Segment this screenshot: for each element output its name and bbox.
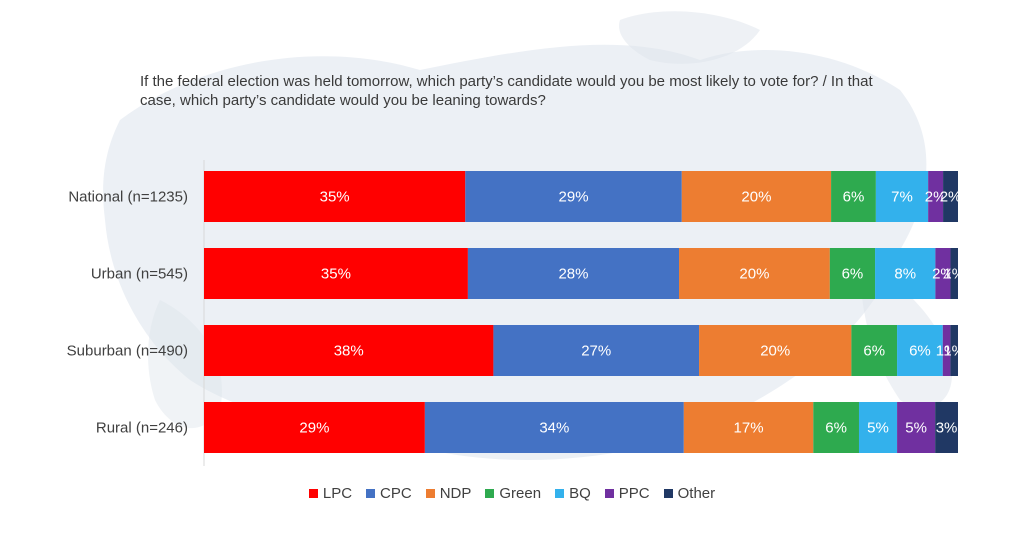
legend-item-cpc: CPC bbox=[366, 485, 412, 502]
bar-segment-ndp bbox=[699, 325, 852, 376]
data-label: 7% bbox=[891, 189, 913, 206]
bar-segment-bq bbox=[875, 248, 936, 299]
bar-segment-bq bbox=[897, 325, 943, 376]
legend-label: CPC bbox=[380, 485, 412, 502]
bar-segment-other bbox=[935, 402, 958, 453]
legend-label: PPC bbox=[618, 485, 650, 502]
legend-item-other: Other bbox=[663, 485, 716, 502]
legend-item-green: Green bbox=[485, 485, 541, 502]
bar-segment-cpc bbox=[465, 171, 682, 222]
data-label: 28% bbox=[558, 266, 588, 283]
category-label: Urban (n=545) bbox=[91, 266, 188, 283]
data-label: 29% bbox=[299, 420, 329, 437]
legend-swatch bbox=[604, 489, 614, 498]
legend-label: NDP bbox=[439, 485, 472, 502]
category-label: National (n=1235) bbox=[68, 189, 188, 206]
data-label: 1% bbox=[943, 266, 965, 283]
data-label: 17% bbox=[734, 420, 764, 437]
data-label: 1% bbox=[943, 343, 965, 360]
bar-segment-ndp bbox=[679, 248, 830, 299]
legend-swatch bbox=[663, 489, 673, 498]
bar-segment-cpc bbox=[467, 248, 680, 299]
bar-segment-other bbox=[950, 325, 958, 376]
data-label: 6% bbox=[863, 343, 885, 360]
chart-title: If the federal election was held tomorro… bbox=[140, 73, 873, 109]
bar-segment-cpc bbox=[424, 402, 684, 453]
data-label: 20% bbox=[741, 189, 771, 206]
data-label: 38% bbox=[334, 343, 364, 360]
data-label: 6% bbox=[842, 266, 864, 283]
bar-segment-bq bbox=[875, 171, 929, 222]
legend-label: LPC bbox=[322, 485, 353, 502]
legend-label: Other bbox=[677, 485, 716, 502]
category-label: Rural (n=246) bbox=[96, 420, 188, 437]
bar-segment-ppc bbox=[942, 325, 951, 376]
legend-swatch bbox=[425, 489, 435, 498]
data-label: 27% bbox=[581, 343, 611, 360]
legend-swatch bbox=[485, 489, 495, 498]
legend-swatch bbox=[555, 489, 565, 498]
data-label: 35% bbox=[321, 266, 351, 283]
category-label: Suburban (n=490) bbox=[67, 343, 188, 360]
data-label: 5% bbox=[867, 420, 889, 437]
bar-segment-other bbox=[943, 171, 958, 222]
data-label: 2% bbox=[925, 189, 947, 206]
bar-segment-other bbox=[950, 248, 958, 299]
data-label: 34% bbox=[539, 420, 569, 437]
bar-segment-ppc bbox=[897, 402, 936, 453]
bar-segment-cpc bbox=[493, 325, 700, 376]
data-label: 6% bbox=[909, 343, 931, 360]
bar-segment-green bbox=[813, 402, 859, 453]
data-label: 20% bbox=[760, 343, 790, 360]
bar-segment-ppc bbox=[928, 171, 944, 222]
legend-label: BQ bbox=[569, 485, 591, 502]
data-label: 8% bbox=[894, 266, 916, 283]
legend-item-lpc: LPC bbox=[308, 485, 353, 502]
bar-segment-green bbox=[851, 325, 898, 376]
bar-segment-green bbox=[829, 248, 876, 299]
data-label: 6% bbox=[825, 420, 847, 437]
bar-segment-lpc bbox=[204, 325, 494, 376]
bar-segment-bq bbox=[858, 402, 898, 453]
bar-segment-lpc bbox=[204, 402, 425, 453]
legend-item-ppc: PPC bbox=[604, 485, 650, 502]
bar-segment-ppc bbox=[935, 248, 951, 299]
data-label: 35% bbox=[320, 189, 350, 206]
data-label: 6% bbox=[843, 189, 865, 206]
data-label: 29% bbox=[559, 189, 589, 206]
data-label: 20% bbox=[739, 266, 769, 283]
data-label: 3% bbox=[936, 420, 958, 437]
legend-item-bq: BQ bbox=[555, 485, 591, 502]
legend-swatch bbox=[366, 489, 376, 498]
chart-legend: LPC CPC NDP Green BQ PPC Other bbox=[0, 485, 1024, 502]
data-label: 5% bbox=[905, 420, 927, 437]
bar-segment-ndp bbox=[683, 402, 814, 453]
data-label: 2% bbox=[932, 266, 954, 283]
bar-segment-green bbox=[831, 171, 876, 222]
data-label: 2% bbox=[940, 189, 962, 206]
legend-label: Green bbox=[499, 485, 542, 502]
legend-item-ndp: NDP bbox=[425, 485, 472, 502]
bar-segment-lpc bbox=[204, 248, 468, 299]
legend-swatch bbox=[308, 489, 318, 498]
bar-segment-ndp bbox=[681, 171, 832, 222]
bar-segment-lpc bbox=[204, 171, 466, 222]
